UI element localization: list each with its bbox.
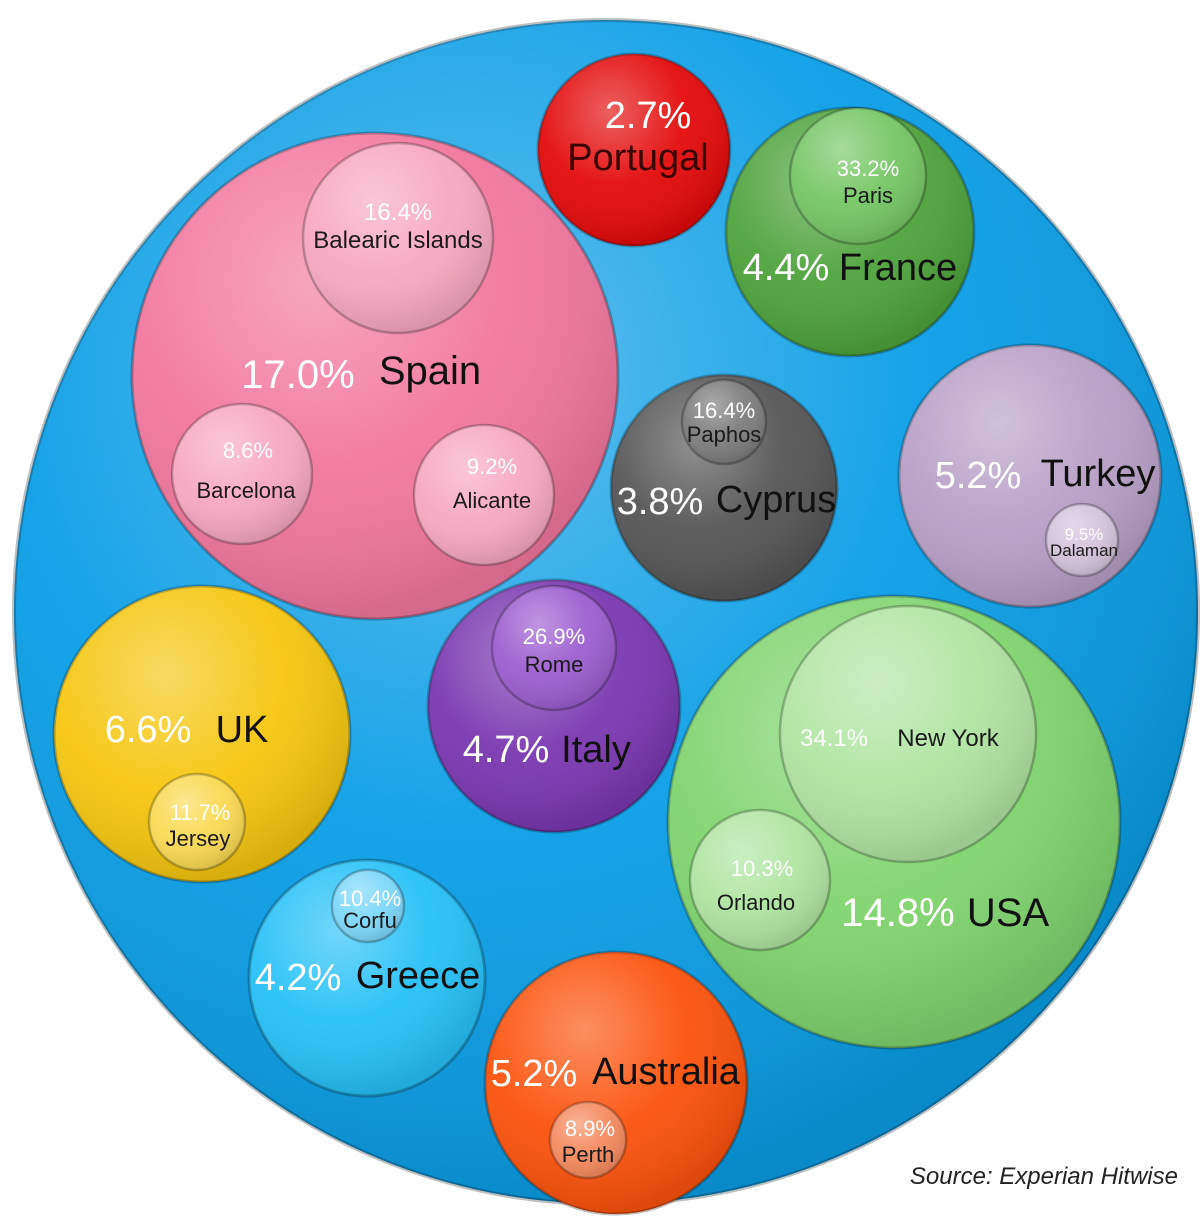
bubble-label-portugal: Portugal: [567, 137, 709, 179]
sub-bubble-label-new-york: New York: [897, 725, 999, 752]
sub-bubble-value-alicante: 9.2%: [467, 454, 517, 479]
sub-bubble-perth-highlight: [550, 1102, 626, 1178]
bubble-greece-highlight: [249, 860, 485, 1096]
sub-bubble-label-dalaman: Dalaman: [1050, 541, 1118, 560]
sub-bubble-paphos-highlight: [682, 380, 766, 464]
sub-bubble-label-rome: Rome: [525, 652, 584, 677]
sub-bubble-label-barcelona: Barcelona: [196, 478, 296, 503]
sub-bubble-label-corfu: Corfu: [343, 908, 397, 933]
sub-bubble-alicante-highlight: [414, 425, 554, 565]
bubble-value-cyprus: 3.8%: [617, 481, 704, 523]
sub-bubble-value-barcelona: 8.6%: [223, 438, 273, 463]
bubble-label-italy: Italy: [561, 729, 631, 771]
bubble-label-turkey: Turkey: [1041, 453, 1156, 495]
bubble-uk-highlight: [54, 586, 350, 882]
sub-bubble-paris-highlight: [790, 108, 926, 244]
sub-bubble-value-dalaman: 9.5%: [1065, 525, 1104, 544]
sub-bubble-orlando-highlight: [690, 810, 830, 950]
bubble-label-usa: USA: [967, 891, 1050, 935]
bubble-australia-highlight: [485, 952, 747, 1214]
sub-bubble-corfu-highlight: [332, 870, 404, 942]
sub-bubble-dalaman-highlight: [1046, 504, 1118, 576]
bubble-value-australia: 5.2%: [491, 1053, 578, 1095]
bubble-label-cyprus: Cyprus: [716, 479, 836, 521]
sub-bubble-value-orlando: 10.3%: [731, 856, 793, 881]
bubble-value-usa: 14.8%: [841, 891, 954, 935]
bubble-cyprus-highlight: [611, 375, 837, 601]
sub-bubble-value-perth: 8.9%: [565, 1116, 615, 1141]
bubble-value-italy: 4.7%: [463, 729, 550, 771]
bubble-value-uk: 6.6%: [105, 709, 192, 751]
bubble-label-uk: UK: [216, 709, 269, 751]
sub-bubble-value-jersey: 11.7%: [170, 800, 231, 825]
source-note: Source: Experian Hitwise: [909, 1163, 1178, 1190]
sub-bubble-rome-highlight: [492, 586, 616, 710]
sub-bubble-barcelona-highlight: [172, 404, 312, 544]
sub-bubble-label-alicante: Alicante: [453, 488, 531, 513]
sub-bubble-jersey-highlight: [149, 774, 245, 870]
bubble-value-spain: 17.0%: [241, 353, 354, 397]
bubble-value-france: 4.4%: [743, 247, 830, 289]
bubble-value-turkey: 5.2%: [935, 455, 1022, 497]
sub-bubble-label-jersey: Jersey: [166, 826, 231, 851]
sub-bubble-value-paphos: 16.4%: [693, 398, 755, 423]
bubble-label-greece: Greece: [356, 955, 481, 997]
sub-bubble-value-balearic-islands: 16.4%: [364, 199, 432, 226]
sub-bubble-value-corfu: 10.4%: [339, 886, 401, 911]
sub-bubble-label-paphos: Paphos: [687, 422, 762, 447]
sub-bubble-value-new-york: 34.1%: [800, 725, 868, 752]
sub-bubble-balearic-islands-highlight: [303, 143, 493, 333]
sub-bubble-value-paris: 33.2%: [837, 156, 899, 181]
sub-bubble-label-paris: Paris: [843, 183, 893, 208]
bubble-value-greece: 4.2%: [255, 957, 342, 999]
sub-bubble-label-perth: Perth: [562, 1142, 615, 1167]
bubble-label-australia: Australia: [592, 1051, 741, 1093]
sub-bubble-new-york-highlight: [780, 606, 1036, 862]
bubble-portugal-highlight: [538, 54, 730, 246]
sub-bubble-label-balearic-islands: Balearic Islands: [313, 227, 482, 254]
bubble-value-portugal: 2.7%: [605, 95, 692, 137]
bubble-label-france: France: [839, 247, 957, 289]
bubble-label-spain: Spain: [379, 349, 481, 393]
sub-bubble-label-orlando: Orlando: [717, 890, 795, 915]
sub-bubble-value-rome: 26.9%: [523, 624, 585, 649]
